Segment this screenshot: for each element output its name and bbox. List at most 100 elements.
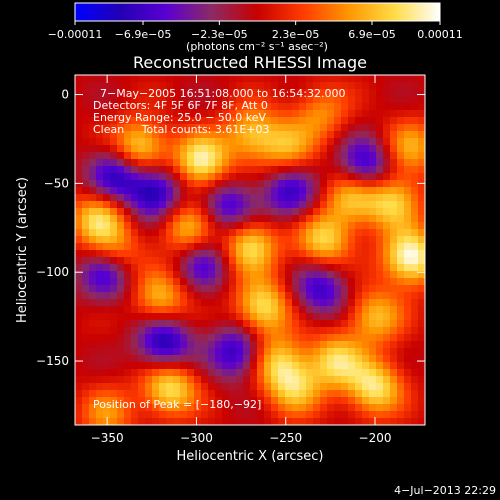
heatmap-cell [145,292,153,300]
heatmap-cell [285,117,293,125]
heatmap-cell [75,89,83,97]
heatmap-cell [306,292,314,300]
heatmap-cell [362,152,370,160]
heatmap-cell [173,299,181,307]
heatmap-cell [341,138,349,146]
heatmap-cell [145,397,153,405]
heatmap-cell [299,187,307,195]
heatmap-cell [348,278,356,286]
heatmap-cell [320,159,328,167]
heatmap-cell [89,194,97,202]
heatmap-cell [369,334,377,342]
heatmap-cell [313,320,321,328]
heatmap-cell [124,208,132,216]
heatmap-cell [285,285,293,293]
heatmap-cell [306,397,314,405]
heatmap-cell [376,313,384,321]
heatmap-cell [243,236,251,244]
heatmap-cell [369,103,377,111]
heatmap-cell [271,355,279,363]
heatmap-cell [271,173,279,181]
heatmap-cell [131,320,139,328]
heatmap-cell [250,264,258,272]
heatmap-cell [173,187,181,195]
heatmap-cell [131,96,139,104]
heatmap-cell [271,292,279,300]
heatmap-cell [110,166,118,174]
heatmap-cell [145,180,153,188]
heatmap-cell [96,75,104,83]
heatmap-cell [208,250,216,258]
heatmap-cell [222,201,230,209]
heatmap-cell [117,411,125,419]
heatmap-cell [404,103,412,111]
heatmap-cell [348,222,356,230]
heatmap-cell [110,320,118,328]
heatmap-cell [138,418,146,425]
heatmap-cell [369,138,377,146]
heatmap-cell [334,383,342,391]
heatmap-cell [201,110,209,118]
heatmap-cell [166,201,174,209]
heatmap-cell [369,250,377,258]
heatmap-cell [103,341,111,349]
heatmap-cell [327,180,335,188]
heatmap-cell [362,82,370,90]
heatmap-cell [201,138,209,146]
heatmap-cell [390,124,398,132]
heatmap-cell [355,355,363,363]
heatmap-cell [341,306,349,314]
heatmap-cell [257,334,265,342]
heatmap-cell [131,110,139,118]
annotation-energy-range: Energy Range: 25.0 − 50.0 keV [93,111,267,124]
heatmap-cell [292,271,300,279]
heatmap-cell [411,411,419,419]
heatmap-cell [173,404,181,412]
heatmap-cell [355,131,363,139]
heatmap-cell [152,369,160,377]
heatmap-cell [201,152,209,160]
heatmap-cell [89,292,97,300]
heatmap-cell [264,222,272,230]
heatmap-cell [250,89,258,97]
heatmap-cell [418,117,425,125]
heatmap-cell [152,348,160,356]
heatmap-cell [201,313,209,321]
heatmap-cell [96,222,104,230]
heatmap-cell [187,397,195,405]
heatmap-cell [96,208,104,216]
heatmap-cell [166,124,174,132]
heatmap-cell [348,152,356,160]
heatmap-cell [404,187,412,195]
heatmap-cell [215,250,223,258]
heatmap-cell [369,180,377,188]
heatmap-cell [383,236,391,244]
heatmap-cell [404,264,412,272]
heatmap-cell [117,236,125,244]
heatmap-cell [131,306,139,314]
heatmap-cell [89,82,97,90]
heatmap-cell [411,362,419,370]
heatmap-cell [243,96,251,104]
heatmap-cell [222,250,230,258]
heatmap-cell [208,75,216,83]
heatmap-cell [320,355,328,363]
heatmap-cell [110,96,118,104]
heatmap-cell [166,320,174,328]
heatmap-cell [250,82,258,90]
heatmap-cell [271,404,279,412]
heatmap-cell [166,138,174,146]
heatmap-cell [285,180,293,188]
heatmap-cell [369,82,377,90]
heatmap-cell [376,75,384,83]
heatmap-cell [173,229,181,237]
heatmap-cell [229,131,237,139]
heatmap-cell [411,75,419,83]
heatmap-cell [82,299,90,307]
heatmap-cell [397,110,405,118]
heatmap-cell [222,404,230,412]
heatmap-cell [110,250,118,258]
heatmap-cell [145,313,153,321]
heatmap-cell [173,418,181,425]
heatmap-cell [229,404,237,412]
